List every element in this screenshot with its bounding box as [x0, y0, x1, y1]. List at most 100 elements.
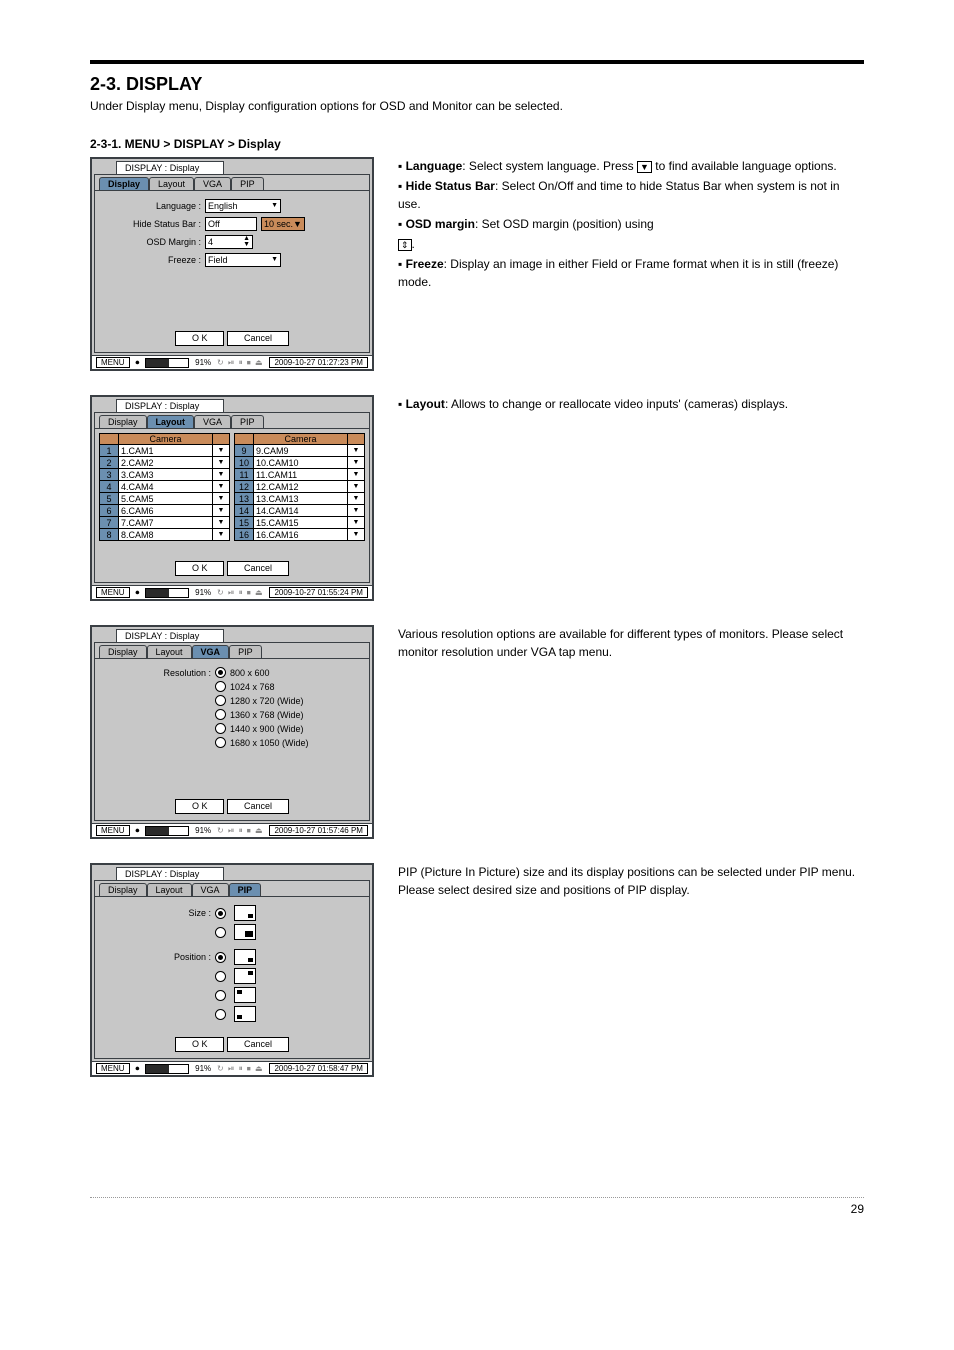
tab-display[interactable]: Display	[99, 415, 147, 428]
chevron-down-icon[interactable]: ▼	[348, 529, 365, 541]
resolution-option: 800 x 600	[230, 668, 270, 678]
camera-row[interactable]: 88.CAM8▼	[100, 529, 230, 541]
tab-bar: DisplayLayoutVGAPIP	[95, 413, 369, 429]
freeze-select[interactable]: Field▼	[205, 253, 281, 267]
timestamp: 2009-10-27 01:27:23 PM	[269, 357, 368, 368]
disk-pct: 91%	[195, 826, 211, 835]
dropdown-icon: ▼	[637, 161, 652, 173]
chevron-down-icon[interactable]: ▼	[213, 469, 230, 481]
camera-row[interactable]: 99.CAM9▼	[235, 445, 365, 457]
resolution-option: 1024 x 768	[230, 682, 275, 692]
chevron-down-icon[interactable]: ▼	[348, 481, 365, 493]
chevron-down-icon[interactable]: ▼	[348, 493, 365, 505]
camera-row[interactable]: 1515.CAM15▼	[235, 517, 365, 529]
pip-pos-radio-2[interactable]	[215, 971, 226, 982]
chevron-down-icon[interactable]: ▼	[348, 469, 365, 481]
screenshot-layout-tab: DISPLAY : Display DisplayLayoutVGAPIP Ca…	[90, 395, 374, 601]
chevron-down-icon[interactable]: ▼	[348, 517, 365, 529]
camera-row[interactable]: 22.CAM2▼	[100, 457, 230, 469]
tab-display[interactable]: Display	[99, 883, 147, 896]
menu-button[interactable]: MENU	[96, 825, 130, 836]
record-icon: ⏺	[135, 1064, 139, 1074]
chevron-down-icon[interactable]: ▼	[348, 457, 365, 469]
chevron-down-icon[interactable]: ▼	[348, 505, 365, 517]
hide-status-bar-select[interactable]: Off	[205, 217, 257, 231]
chevron-down-icon[interactable]: ▼	[213, 517, 230, 529]
ok-button[interactable]: O K	[175, 331, 225, 346]
chevron-down-icon[interactable]: ▼	[213, 493, 230, 505]
chevron-down-icon: ▼	[271, 200, 278, 212]
window-title: DISPLAY : Display	[116, 161, 224, 174]
pip-pos-icon-tl	[234, 987, 256, 1003]
camera-row[interactable]: 77.CAM7▼	[100, 517, 230, 529]
camera-row[interactable]: 1616.CAM16▼	[235, 529, 365, 541]
camera-row[interactable]: 66.CAM6▼	[100, 505, 230, 517]
disk-pct: 91%	[195, 358, 211, 367]
camera-row[interactable]: 1212.CAM12▼	[235, 481, 365, 493]
pip-pos-radio-4[interactable]	[215, 1009, 226, 1020]
ok-button[interactable]: O K	[175, 561, 225, 576]
tab-pip[interactable]: PIP	[229, 883, 262, 896]
tab-layout[interactable]: Layout	[147, 645, 192, 658]
menu-button[interactable]: MENU	[96, 587, 130, 598]
record-icon: ⏺	[135, 358, 139, 368]
resolution-radio[interactable]	[215, 737, 226, 748]
cancel-button[interactable]: Cancel	[227, 1037, 289, 1052]
ok-button[interactable]: O K	[175, 799, 225, 814]
osd-margin-label: OSD Margin :	[101, 237, 205, 247]
chevron-down-icon[interactable]: ▼	[213, 445, 230, 457]
tab-vga[interactable]: VGA	[194, 415, 231, 428]
pip-pos-radio-3[interactable]	[215, 990, 226, 1001]
screenshot-display-tab: DISPLAY : Display DisplayLayoutVGAPIP La…	[90, 157, 374, 371]
resolution-option: 1440 x 900 (Wide)	[230, 724, 304, 734]
menu-button[interactable]: MENU	[96, 357, 130, 368]
chevron-down-icon[interactable]: ▼	[213, 457, 230, 469]
pip-size-radio-2[interactable]	[215, 927, 226, 938]
tab-pip[interactable]: PIP	[231, 415, 264, 428]
camera-row[interactable]: 55.CAM5▼	[100, 493, 230, 505]
tab-vga[interactable]: VGA	[192, 883, 229, 896]
tab-vga[interactable]: VGA	[194, 177, 231, 190]
tab-vga[interactable]: VGA	[192, 645, 230, 658]
tab-bar: DisplayLayoutVGAPIP	[95, 175, 369, 191]
language-select[interactable]: English▼	[205, 199, 281, 213]
pip-size-radio-1[interactable]	[215, 908, 226, 919]
cancel-button[interactable]: Cancel	[227, 331, 289, 346]
playback-icons: ↻ ⏯ ⏸ ⏹ ⏏	[217, 588, 264, 598]
resolution-radio[interactable]	[215, 709, 226, 720]
camera-row[interactable]: 44.CAM4▼	[100, 481, 230, 493]
camera-row[interactable]: 33.CAM3▼	[100, 469, 230, 481]
resolution-radio[interactable]	[215, 695, 226, 706]
top-rule	[90, 60, 864, 64]
camera-row[interactable]: 1414.CAM14▼	[235, 505, 365, 517]
cancel-button[interactable]: Cancel	[227, 799, 289, 814]
cancel-button[interactable]: Cancel	[227, 561, 289, 576]
camera-row[interactable]: 1010.CAM10▼	[235, 457, 365, 469]
tab-layout[interactable]: Layout	[147, 883, 192, 896]
chevron-down-icon[interactable]: ▼	[213, 529, 230, 541]
pip-pos-radio-1[interactable]	[215, 952, 226, 963]
tab-display[interactable]: Display	[99, 645, 147, 658]
ok-button[interactable]: O K	[175, 1037, 225, 1052]
resolution-radio[interactable]	[215, 681, 226, 692]
camera-row[interactable]: 11.CAM1▼	[100, 445, 230, 457]
osd-margin-spinner[interactable]: 4▲▼	[205, 235, 253, 249]
progress-bar	[145, 588, 189, 598]
tab-display[interactable]: Display	[99, 177, 149, 190]
timestamp: 2009-10-27 01:58:47 PM	[269, 1063, 368, 1074]
resolution-radio[interactable]	[215, 723, 226, 734]
chevron-down-icon[interactable]: ▼	[348, 445, 365, 457]
chevron-down-icon[interactable]: ▼	[213, 505, 230, 517]
tab-pip[interactable]: PIP	[231, 177, 264, 190]
tab-layout[interactable]: Layout	[147, 415, 195, 428]
resolution-radio[interactable]	[215, 667, 226, 678]
chevron-down-icon[interactable]: ▼	[213, 481, 230, 493]
hide-status-bar-time[interactable]: 10 sec.▼	[261, 217, 305, 231]
camera-row[interactable]: 1313.CAM13▼	[235, 493, 365, 505]
progress-bar	[145, 358, 189, 368]
menu-button[interactable]: MENU	[96, 1063, 130, 1074]
progress-bar	[145, 826, 189, 836]
camera-row[interactable]: 1111.CAM11▼	[235, 469, 365, 481]
tab-pip[interactable]: PIP	[229, 645, 262, 658]
tab-layout[interactable]: Layout	[149, 177, 194, 190]
